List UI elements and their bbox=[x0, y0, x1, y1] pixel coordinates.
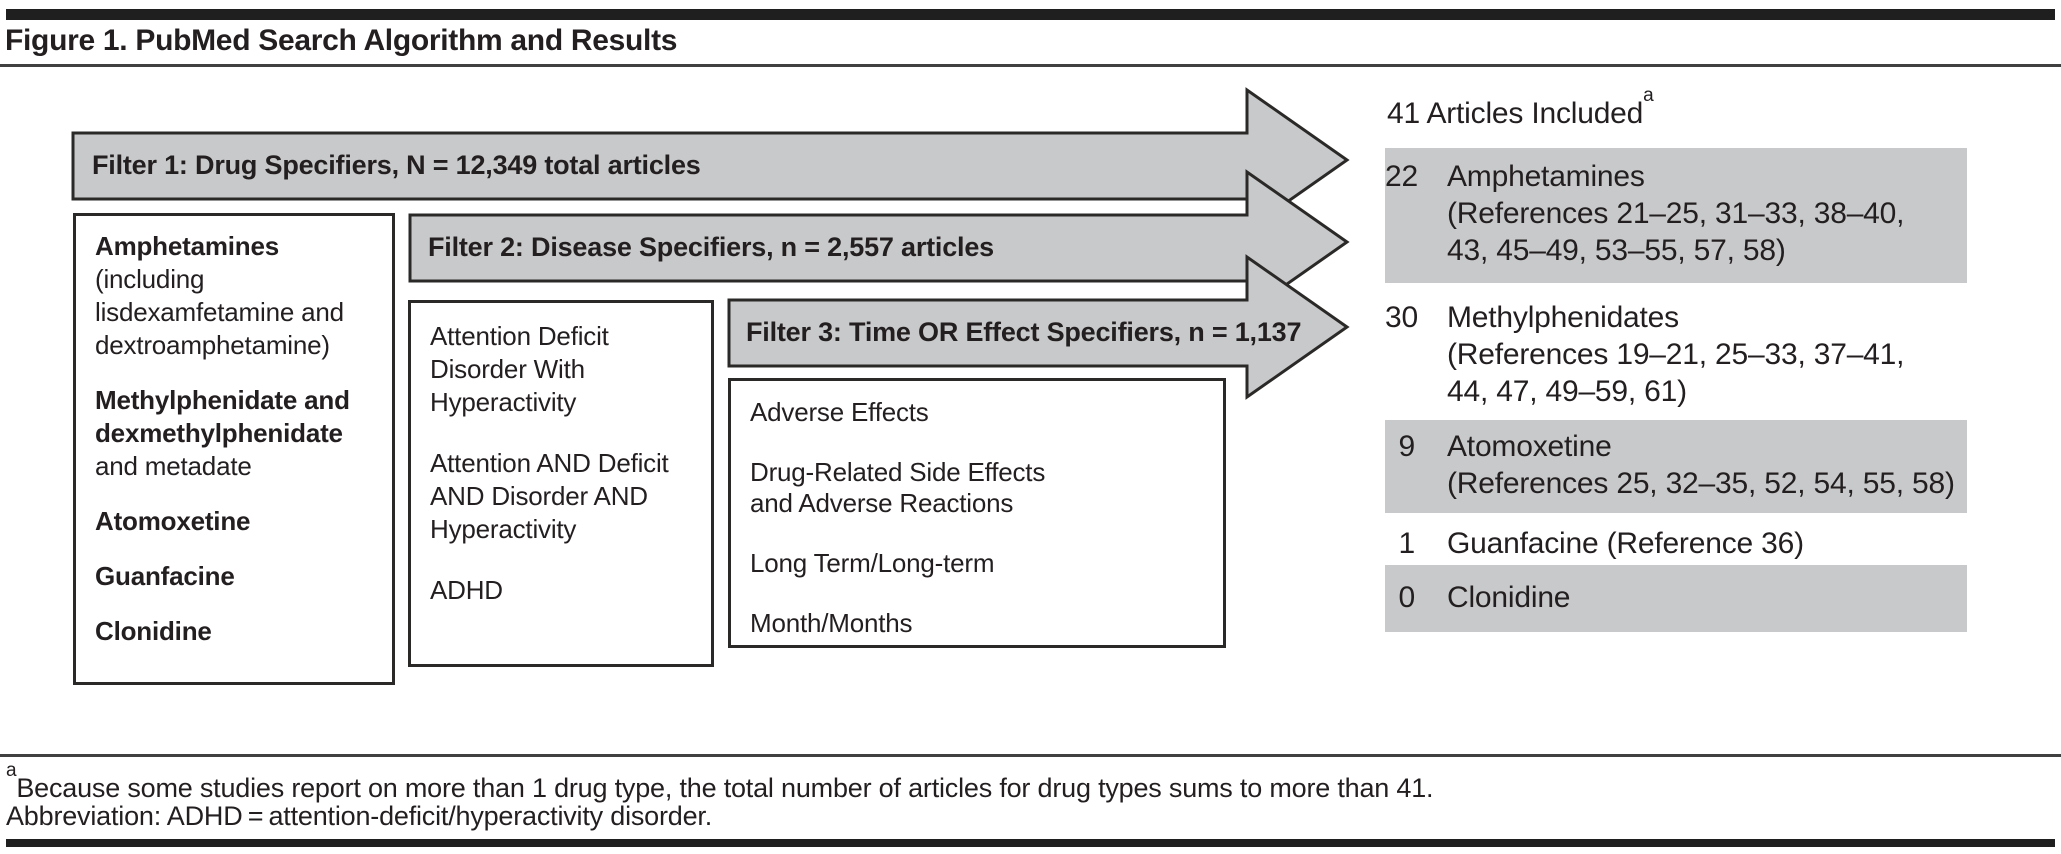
figure-title: Figure 1. PubMed Search Algorithm and Re… bbox=[5, 24, 678, 57]
list-item: Attention AND Deficit AND Disorder AND H… bbox=[430, 448, 669, 544]
result-references: (References 25, 32–35, 52, 54, 55, 58) bbox=[1447, 467, 1955, 500]
bottom-rule-thick bbox=[6, 839, 2055, 847]
drug-name-detail: (including lisdexamfetamine and dextroam… bbox=[95, 264, 344, 360]
result-references: (References 19–21, 25–33, 37–41, 44, 47,… bbox=[1447, 338, 1905, 408]
filter1-arrow-shape bbox=[71, 87, 1350, 233]
result-count: 9 bbox=[1398, 430, 1416, 463]
result-row-clonidine: 0 Clonidine bbox=[1385, 565, 1967, 632]
filter2-label: Filter 2: Disease Specifiers, n = 2,557 … bbox=[428, 232, 994, 262]
top-rule-thick bbox=[6, 9, 2055, 20]
list-item: Drug-Related Side Effects and Adverse Re… bbox=[750, 457, 1046, 518]
result-count: 0 bbox=[1398, 581, 1416, 614]
drug-name-bold: Atomoxetine bbox=[95, 506, 251, 536]
list-item: Long Term/Long-term bbox=[750, 548, 995, 578]
result-count: 22 bbox=[1385, 160, 1418, 193]
results-header: 41 Articles Includeda bbox=[1387, 85, 1654, 131]
result-drug-name: Atomoxetine bbox=[1447, 430, 1612, 463]
footnote-note-text: Because some studies report on more than… bbox=[16, 773, 1434, 803]
drug-name-bold: Amphetamines bbox=[95, 231, 279, 261]
list-item: Month/Months bbox=[750, 608, 913, 638]
list-item: Attention Deficit Disorder With Hyperact… bbox=[430, 321, 609, 417]
filter3-label: Filter 3: Time OR Effect Specifiers, n =… bbox=[746, 317, 1302, 347]
drug-name-bold: Methylphenidate and dexmethylphenidate bbox=[95, 385, 350, 448]
list-item: Guanfacine bbox=[95, 560, 384, 593]
list-item: Adverse Effects bbox=[750, 397, 929, 427]
result-row-methylphenidates: 30 Methylphenidates (References 19–21, 2… bbox=[1385, 291, 1967, 410]
filter1-label: Filter 1: Drug Specifiers, N = 12,349 to… bbox=[92, 150, 701, 180]
list-item: Amphetamines (including lisdexamfetamine… bbox=[95, 230, 384, 362]
drug-name-detail: and metadate bbox=[95, 451, 252, 481]
title-divider-rule bbox=[0, 64, 2061, 67]
footnote-abbreviation: Abbreviation: ADHD = attention-deficit/h… bbox=[6, 801, 713, 831]
results-header-footnote-marker: a bbox=[1643, 85, 1654, 106]
result-drug-name: Amphetamines bbox=[1447, 160, 1645, 193]
result-row-amphetamines: 22 Amphetamines (References 21–25, 31–33… bbox=[1385, 148, 1967, 283]
footnote-divider-rule bbox=[0, 754, 2061, 757]
filter2-arrow-shape bbox=[408, 169, 1350, 315]
drug-name-bold: Clonidine bbox=[95, 616, 212, 646]
result-drug-name: Methylphenidates bbox=[1447, 301, 1679, 334]
result-count: 1 bbox=[1398, 527, 1416, 560]
disease-specifiers-box: Attention Deficit Disorder With Hyperact… bbox=[408, 300, 714, 667]
result-row-atomoxetine: 9 Atomoxetine (References 25, 32–35, 52,… bbox=[1385, 420, 1967, 513]
time-effect-specifiers-box: Adverse Effects Drug-Related Side Effect… bbox=[728, 378, 1226, 648]
drug-name-bold: Guanfacine bbox=[95, 561, 235, 591]
footnote-note: aBecause some studies report on more tha… bbox=[6, 760, 1434, 805]
drug-specifiers-box: Amphetamines (including lisdexamfetamine… bbox=[73, 213, 395, 685]
list-item: Methylphenidate and dexmethylphenidate a… bbox=[95, 384, 384, 483]
list-item: ADHD bbox=[430, 575, 503, 605]
list-item: Clonidine bbox=[95, 615, 384, 648]
result-row-guanfacine: 1 Guanfacine (Reference 36) bbox=[1385, 517, 1967, 562]
filter3-arrow-shape bbox=[727, 254, 1350, 400]
footnote-marker: a bbox=[6, 760, 17, 781]
results-header-text: 41 Articles Included bbox=[1387, 97, 1644, 130]
result-references: (References 21–25, 31–33, 38–40, 43, 45–… bbox=[1447, 197, 1905, 267]
result-drug-name: Clonidine bbox=[1447, 581, 1571, 614]
list-item: Atomoxetine bbox=[95, 505, 384, 538]
result-drug-name: Guanfacine (Reference 36) bbox=[1447, 527, 1804, 560]
result-count: 30 bbox=[1385, 301, 1418, 334]
